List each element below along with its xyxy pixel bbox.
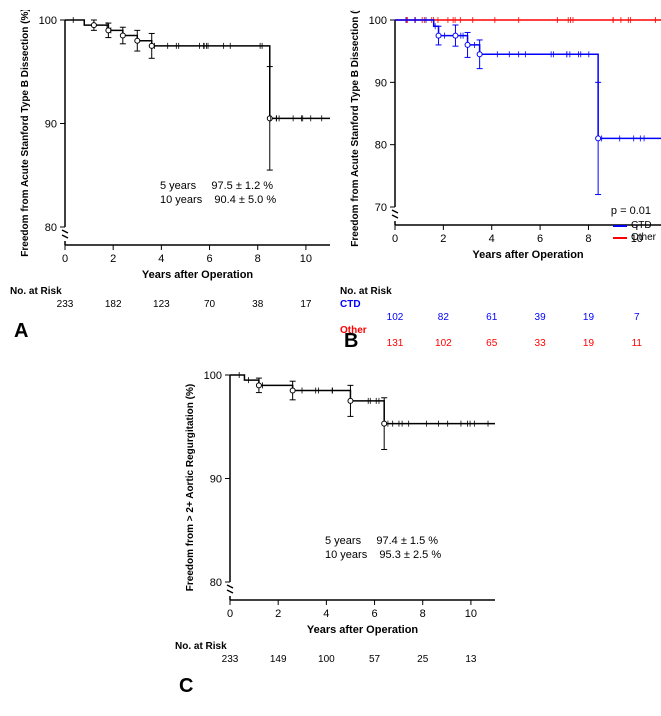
legend-swatch-ctd	[613, 225, 627, 227]
risk-value: 57	[360, 653, 390, 666]
svg-text:90: 90	[45, 119, 57, 131]
svg-text:2: 2	[110, 253, 116, 265]
svg-text:90: 90	[375, 77, 387, 89]
svg-text:Years after Operation: Years after Operation	[472, 249, 584, 261]
svg-text:6: 6	[371, 608, 377, 620]
risk-value: 11	[622, 337, 652, 350]
svg-text:0: 0	[227, 608, 233, 620]
risk-value: 39	[525, 311, 555, 324]
svg-text:10: 10	[465, 608, 477, 620]
svg-text:80: 80	[375, 140, 387, 152]
risk-value: 13	[456, 653, 486, 666]
risk-value: 123	[146, 298, 176, 311]
svg-text:70: 70	[375, 202, 387, 214]
panel-c: 80 90 100 0 2 4 6 8 10 Freedom from > 2+ Aortic R…	[175, 365, 505, 705]
risk-value: 33	[525, 337, 555, 350]
risk-value: 102	[428, 337, 458, 350]
risk-value: 182	[98, 298, 128, 311]
svg-text:Freedom from Acute Stanford Ty: Freedom from Acute Stanford Type B Disse…	[350, 10, 361, 247]
panel-b: 7080901000246810Freedom from Acute Stanf…	[340, 10, 661, 355]
risk-ctd-label: CTD	[340, 298, 661, 311]
risk-value: 65	[477, 337, 507, 350]
risk-value: 19	[573, 337, 603, 350]
svg-text:0: 0	[62, 253, 68, 265]
risk-value: 82	[428, 311, 458, 324]
risk-value: 25	[408, 653, 438, 666]
panel-c-risk-table: No. at Risk 233 149 100 57 25 13	[175, 640, 505, 666]
risk-value: 17	[291, 298, 321, 311]
legend-ctd: CTD	[613, 220, 656, 231]
svg-text:2: 2	[275, 608, 281, 620]
panel-a-annot-5yr: 5 years 97.5 ± 1.2 %	[160, 180, 273, 192]
panel-a: 80 90 100 0 2 4 6 8 10 Freedom from Acute Stanfor…	[10, 10, 340, 355]
svg-text:0: 0	[392, 233, 398, 245]
risk-value: 100	[311, 653, 341, 666]
svg-text:2: 2	[440, 233, 446, 245]
panel-c-chart: 80 90 100 0 2 4 6 8 10 Freedom from > 2+ Aortic R…	[175, 365, 505, 645]
svg-text:Freedom from > 2+ Aortic Regur: Freedom from > 2+ Aortic Regurgitation (…	[185, 384, 196, 591]
risk-value: 233	[215, 653, 245, 666]
risk-value: 7	[622, 311, 652, 324]
risk-value: 38	[243, 298, 273, 311]
risk-value: 131	[380, 337, 410, 350]
panel-c-label: C	[179, 675, 193, 698]
figure-container: 80901000246810Freedom from Acute Stanfor…	[10, 10, 661, 706]
svg-text:4: 4	[323, 608, 329, 620]
legend-swatch-other	[613, 237, 627, 239]
svg-text:4: 4	[158, 253, 164, 265]
svg-text:100: 100	[204, 370, 222, 382]
risk-label: No. at Risk	[340, 285, 661, 298]
panel-a-risk-table: No. at Risk 233 182 123 70 38 17	[10, 285, 340, 311]
svg-text:8: 8	[420, 608, 426, 620]
svg-text:6: 6	[206, 253, 212, 265]
panel-a-chart: 80 90 100 0 2 4 6 8 10 Freedom from Acute Stanfor…	[10, 10, 340, 290]
svg-text:100: 100	[39, 15, 57, 27]
panel-c-annot-10yr: 10 years 95.3 ± 2.5 %	[325, 549, 441, 561]
panel-b-legend: CTD Other	[613, 220, 656, 244]
risk-value: 102	[380, 311, 410, 324]
svg-text:Years after Operation: Years after Operation	[307, 624, 419, 636]
svg-text:6: 6	[537, 233, 543, 245]
risk-label: No. at Risk	[10, 285, 340, 298]
risk-value: 61	[477, 311, 507, 324]
svg-text:8: 8	[585, 233, 591, 245]
svg-text:4: 4	[489, 233, 495, 245]
svg-text:Freedom from Acute Stanford Ty: Freedom from Acute Stanford Type B Disse…	[20, 10, 31, 257]
risk-value: 149	[263, 653, 293, 666]
panel-a-label: A	[14, 320, 28, 343]
legend-other-label: Other	[631, 232, 656, 243]
legend-other: Other	[613, 232, 656, 243]
svg-text:90: 90	[210, 474, 222, 486]
risk-value: 19	[573, 311, 603, 324]
risk-value: 70	[195, 298, 225, 311]
svg-text:Years after Operation: Years after Operation	[142, 269, 254, 281]
svg-text:80: 80	[210, 577, 222, 589]
legend-ctd-label: CTD	[631, 220, 652, 231]
svg-text:100: 100	[369, 15, 387, 27]
risk-value: 233	[50, 298, 80, 311]
panel-b-risk-table: No. at Risk CTD 102 82 61 39 19 7 Other 131 10…	[340, 285, 661, 350]
panel-c-annot-5yr: 5 years 97.4 ± 1.5 %	[325, 535, 438, 547]
panel-a-annot-10yr: 10 years 90.4 ± 5.0 %	[160, 194, 276, 206]
svg-text:10: 10	[300, 253, 312, 265]
risk-other-label: Other	[340, 324, 661, 337]
risk-label: No. at Risk	[175, 640, 505, 653]
svg-text:8: 8	[255, 253, 261, 265]
svg-text:80: 80	[45, 222, 57, 234]
panel-b-pvalue: p = 0.01	[611, 205, 651, 217]
panel-b-label: B	[344, 330, 358, 353]
